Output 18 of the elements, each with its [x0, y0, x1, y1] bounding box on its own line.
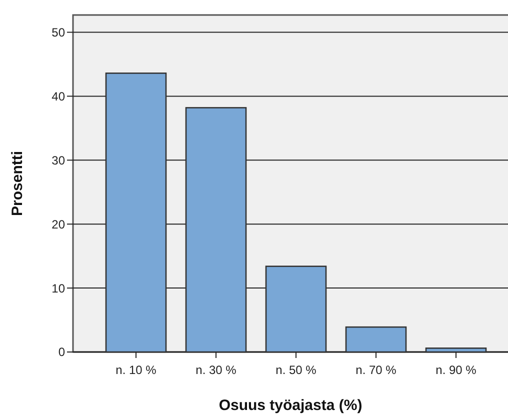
- y-tick-label: 50: [52, 25, 66, 40]
- bar: [425, 348, 487, 353]
- x-tick-label: n. 30 %: [196, 363, 237, 377]
- y-tick-label: 10: [52, 281, 66, 296]
- y-tick-label: 30: [52, 153, 66, 168]
- y-tick-label: 20: [52, 217, 66, 232]
- bar: [345, 326, 407, 353]
- y-tick-label: 0: [58, 345, 66, 360]
- y-tick-label: 40: [52, 89, 66, 104]
- y-axis-title: Prosentti: [9, 150, 26, 216]
- x-tick-label: n. 50 %: [276, 363, 317, 377]
- x-tick-label: n. 70 %: [356, 363, 397, 377]
- bar: [105, 72, 167, 353]
- bar: [185, 107, 247, 353]
- x-axis-title: Osuus työajasta (%): [218, 397, 362, 414]
- x-tick-label: n. 10 %: [116, 363, 157, 377]
- bar: [265, 266, 327, 353]
- x-tick-label: n. 90 %: [436, 363, 477, 377]
